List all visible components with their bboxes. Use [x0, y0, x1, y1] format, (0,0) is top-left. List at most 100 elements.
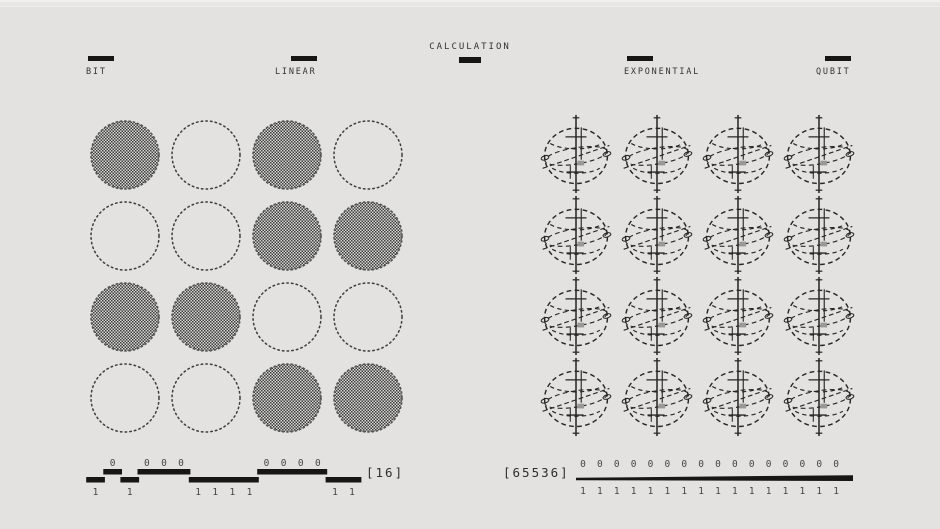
qubit-zero-digit: 0 [816, 459, 822, 470]
qubit-bloch-sphere [539, 357, 613, 437]
qubit-one-digit: 1 [681, 486, 687, 497]
qubit-zero-digit: 0 [631, 459, 637, 470]
qubit-grid [536, 114, 859, 437]
qubit-bloch-sphere [539, 195, 613, 275]
bit-cell-empty [252, 282, 322, 352]
bit-digit: 1 [349, 487, 355, 498]
wave-low-segment [325, 477, 362, 483]
qubit-zero-digit: 0 [783, 459, 789, 470]
bit-cell-filled [333, 201, 403, 271]
qubit-bloch-sphere [620, 114, 694, 194]
qubit-zero-digit: 0 [580, 459, 586, 470]
bit-cell-filled [252, 201, 322, 271]
wave-high-segment [137, 469, 191, 475]
bit-cell-empty [171, 363, 241, 433]
bit-cell-filled [90, 120, 160, 190]
qubit-zero-digit: 0 [681, 459, 687, 470]
qubit-one-digit: 1 [580, 486, 586, 497]
qubit-label: QUBIT [816, 67, 851, 77]
qubit-bloch-sphere [620, 357, 694, 437]
linear-marker-bar [291, 56, 317, 61]
bit-cell-empty [333, 120, 403, 190]
qubit-bloch-sphere [539, 276, 613, 356]
qubit-bloch-sphere [701, 114, 775, 194]
qubit-zero-digit: 0 [732, 459, 738, 470]
bit-marker-bar [88, 56, 114, 61]
bit-digit: 0 [144, 458, 150, 469]
qubit-count-badge: [65536] [503, 465, 570, 480]
qubit-one-digit: 1 [665, 486, 671, 497]
qubit-marker-bar [825, 56, 851, 61]
qubit-one-digit: 1 [648, 486, 654, 497]
bit-digit: 0 [264, 458, 270, 469]
bit-cell-filled [90, 282, 160, 352]
bit-cell-empty [90, 363, 160, 433]
qubit-zero-digit: 0 [800, 459, 806, 470]
wave-low-segment [86, 477, 105, 483]
qubit-one-digit: 1 [783, 486, 789, 497]
bit-cell-filled [333, 363, 403, 433]
bit-digit: 0 [281, 458, 287, 469]
qubit-one-digit: 1 [816, 486, 822, 497]
bit-digit: 0 [315, 458, 321, 469]
qubit-zero-digit: 0 [614, 459, 620, 470]
qubit-zero-digit: 0 [665, 459, 671, 470]
bit-digit: 1 [229, 487, 235, 498]
linear-label: LINEAR [275, 67, 317, 77]
bit-cell-empty [171, 120, 241, 190]
bit-digit: 1 [195, 487, 201, 498]
bit-cell-empty [171, 201, 241, 271]
wave-low-segment [188, 477, 259, 483]
qubit-bloch-sphere [782, 114, 856, 194]
qubit-zero-digit: 0 [597, 459, 603, 470]
bit-digit: 1 [93, 487, 99, 498]
bit-label: BIT [86, 67, 107, 77]
qubit-one-digit: 1 [800, 486, 806, 497]
wave-low-segment [120, 477, 140, 483]
qubit-bloch-sphere [782, 276, 856, 356]
qubit-bloch-sphere [782, 195, 856, 275]
qubit-zero-digit: 0 [698, 459, 704, 470]
qubit-bloch-sphere [782, 357, 856, 437]
bit-digit: 0 [110, 458, 116, 469]
qubit-one-digit: 1 [833, 486, 839, 497]
bit-cell-filled [171, 282, 241, 352]
qubit-zero-digit: 0 [715, 459, 721, 470]
qubit-superposition-line: 0 1 0 1 0 1 0 1 0 1 0 1 0 1 0 1 0 1 0 1 0 1 0 1 0 1 0 1 0 1 0 1 [576, 459, 853, 497]
exponential-label: EXPONENTIAL [624, 67, 701, 77]
superposition-line [576, 475, 853, 481]
qubit-bloch-sphere [539, 114, 613, 194]
qubit-zero-digit: 0 [749, 459, 755, 470]
bit-count-badge: [16] [366, 465, 405, 480]
exponential-marker-bar [627, 56, 653, 61]
qubit-zero-digit: 0 [833, 459, 839, 470]
bit-grid [87, 117, 406, 436]
qubit-bloch-sphere [701, 195, 775, 275]
qubit-one-digit: 1 [614, 486, 620, 497]
bit-cell-empty [333, 282, 403, 352]
qubit-one-digit: 1 [749, 486, 755, 497]
bit-cell-empty [90, 201, 160, 271]
wave-high-segment [103, 469, 122, 475]
qubit-bloch-sphere [701, 276, 775, 356]
bit-digit: 0 [161, 458, 167, 469]
frame-top-edge [0, 0, 940, 9]
qubit-one-digit: 1 [631, 486, 637, 497]
qubit-one-digit: 1 [597, 486, 603, 497]
bit-cell-filled [252, 363, 322, 433]
qubit-bloch-sphere [620, 195, 694, 275]
qubit-one-digit: 1 [766, 486, 772, 497]
qubit-bloch-sphere [620, 276, 694, 356]
bit-digit: 1 [212, 487, 218, 498]
qubit-one-digit: 1 [698, 486, 704, 497]
bit-cell-filled [252, 120, 322, 190]
qubit-one-digit: 1 [732, 486, 738, 497]
bit-digit: 0 [178, 458, 184, 469]
bit-digit: 1 [247, 487, 253, 498]
qubit-zero-digit: 0 [766, 459, 772, 470]
qubit-zero-digit: 0 [648, 459, 654, 470]
qubit-one-digit: 1 [715, 486, 721, 497]
bit-digit: 1 [332, 487, 338, 498]
